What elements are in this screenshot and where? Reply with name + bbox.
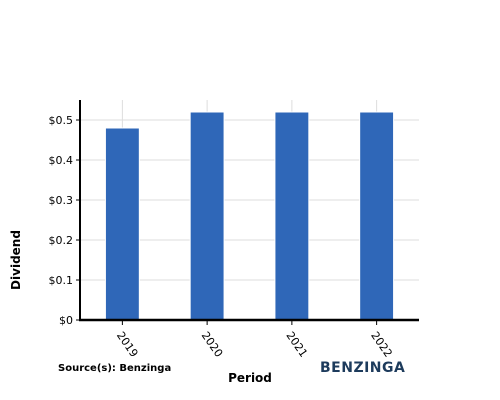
axes-layer [76,100,419,325]
y-tick-label-4: $0.4 [49,154,74,167]
brand-logo: BENZINGA [320,360,406,376]
x-tick-label-2021: 2021 [283,329,310,359]
source-caption: Source(s): Benzinga [58,363,172,374]
x-tick-label-2022: 2022 [368,329,395,359]
bar-2020 [189,111,225,321]
y-tick-label-3: $0.3 [49,194,74,207]
x-tick-label-2019: 2019 [114,329,141,359]
y-tick-label-2: $0.2 [49,234,74,247]
bar-2019 [104,127,140,321]
y-tick-label-1: $0.1 [49,274,74,287]
x-axis-title: Period [228,371,272,385]
x-tick-label-2020: 2020 [199,329,226,359]
y-tick-label-0: $0 [59,314,73,327]
bar-2022 [359,111,395,321]
y-tick-label-5: $0.5 [49,114,74,127]
bar-2021 [274,111,310,321]
y-axis-title: Dividend [9,230,23,290]
bars-layer [104,111,395,321]
